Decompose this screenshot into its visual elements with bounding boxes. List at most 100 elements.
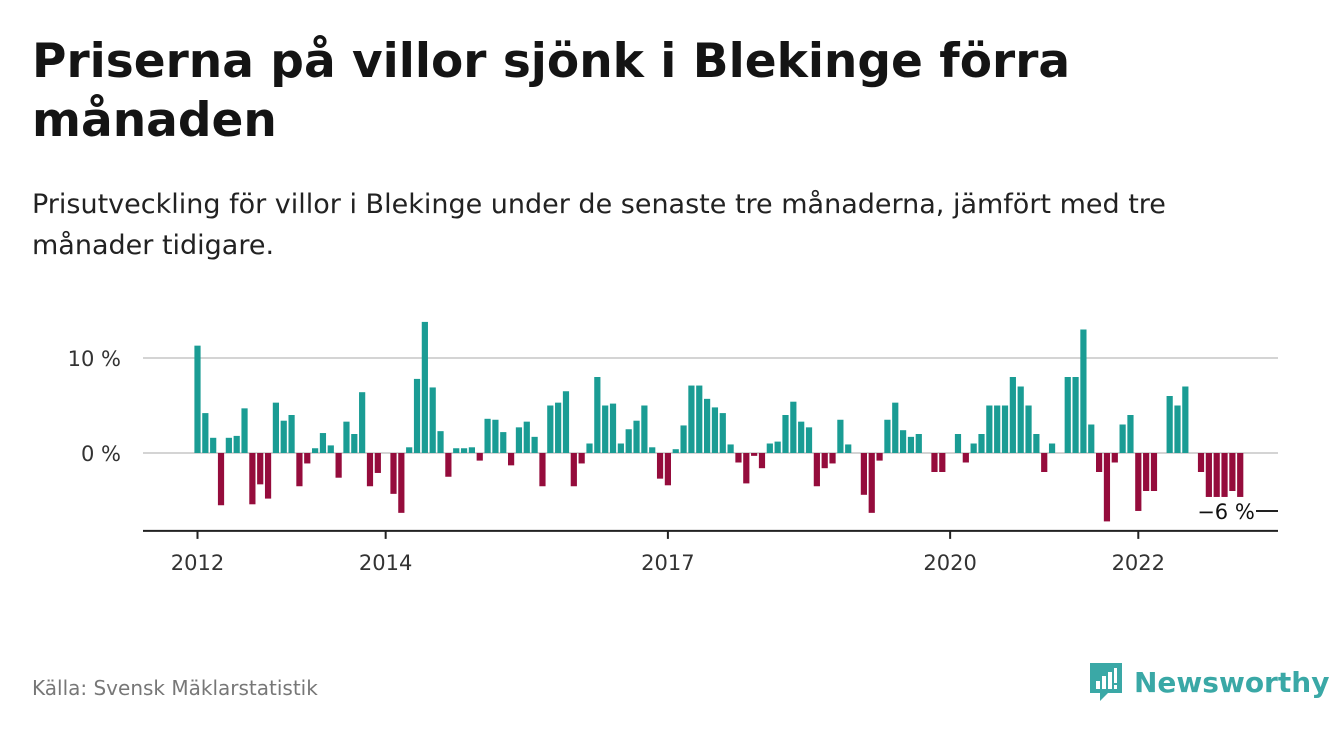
bar (515, 427, 523, 453)
bar (876, 453, 883, 461)
bar (233, 435, 240, 453)
bar (578, 453, 585, 464)
x-axis-ticks: 2012 2014 2017 2020 2022 (171, 530, 1165, 575)
chart-title: Priserna på villor sjönk i Blekinge förr… (32, 34, 1071, 148)
bar (453, 448, 460, 453)
bar (696, 385, 703, 453)
bar (900, 430, 907, 453)
bar (312, 448, 319, 453)
bar (813, 453, 820, 487)
bar (978, 434, 985, 453)
bar (492, 419, 499, 453)
bar (751, 453, 758, 456)
bar (437, 431, 444, 453)
bar (962, 453, 969, 463)
bar (1150, 453, 1158, 491)
bar (782, 415, 789, 453)
bar (523, 421, 530, 453)
bar (366, 453, 374, 487)
x-tick-label: 2012 (171, 551, 224, 575)
bar (664, 453, 671, 486)
bar (743, 453, 750, 484)
y-tick-label: 10 % (68, 347, 121, 371)
bar (711, 407, 719, 453)
bar (272, 402, 279, 453)
bar (805, 427, 813, 453)
bar (241, 408, 248, 453)
bar (468, 447, 475, 453)
bar (727, 444, 734, 453)
bar (531, 436, 538, 453)
bar (1048, 443, 1056, 453)
bar (939, 453, 946, 472)
bar (868, 453, 875, 513)
bar (656, 453, 664, 479)
bar (1143, 453, 1150, 491)
bar (1166, 396, 1173, 453)
bar (821, 453, 828, 469)
bar (1088, 424, 1095, 453)
bar-chart: 0 % 10 % 2012 2014 2017 2020 2022 −6 % (68, 321, 1278, 575)
bar (790, 401, 797, 453)
bar (1197, 453, 1205, 472)
bar (798, 421, 805, 453)
bar (1213, 453, 1220, 521)
x-tick-label: 2020 (923, 551, 976, 575)
bar (1111, 453, 1118, 463)
x-tick-label: 2022 (1112, 551, 1165, 575)
bar (398, 453, 405, 513)
bar (288, 415, 295, 453)
bar (970, 443, 977, 453)
annotation-background (1196, 496, 1256, 525)
bar (335, 453, 342, 478)
bar (915, 434, 922, 453)
bar (845, 444, 852, 453)
bar (1221, 453, 1228, 521)
bar (617, 443, 624, 453)
bar (837, 419, 844, 453)
bar (1064, 377, 1071, 453)
bar (249, 453, 256, 505)
bar (641, 405, 648, 453)
bar (586, 443, 593, 453)
x-tick-label: 2017 (641, 551, 694, 575)
bar (413, 378, 421, 453)
bar (500, 432, 507, 453)
bar (1119, 424, 1126, 453)
bar (476, 453, 483, 461)
x-tick-label: 2014 (359, 551, 412, 575)
bar (1096, 453, 1103, 472)
bar (351, 434, 358, 453)
bar (672, 449, 679, 453)
bar (884, 419, 891, 453)
bar (1237, 453, 1244, 511)
bar (1009, 377, 1016, 453)
bar (680, 425, 687, 453)
bar (649, 447, 656, 453)
y-tick-label: 0 % (81, 442, 121, 466)
bar (907, 436, 915, 453)
bar (390, 453, 397, 494)
bar (484, 418, 491, 453)
bar (860, 453, 867, 495)
bar (594, 377, 601, 453)
bar (225, 437, 232, 453)
bar (1080, 329, 1087, 453)
bar (359, 392, 366, 453)
bar (1033, 434, 1040, 453)
bar (774, 441, 781, 453)
bar (202, 413, 209, 453)
bar (704, 398, 711, 453)
newsworthy-logo-icon (1090, 663, 1122, 701)
bar (421, 321, 428, 453)
bar (1174, 405, 1181, 453)
bar (1127, 415, 1134, 453)
bar (547, 405, 554, 453)
y-axis-labels: 0 % 10 % (68, 347, 121, 466)
bar (264, 453, 272, 499)
bar (1103, 453, 1111, 522)
brand-name: Newsworthy (1134, 665, 1330, 699)
bar (766, 443, 773, 453)
bar (1205, 453, 1212, 521)
last-value-annotation: −6 % (1196, 496, 1278, 525)
